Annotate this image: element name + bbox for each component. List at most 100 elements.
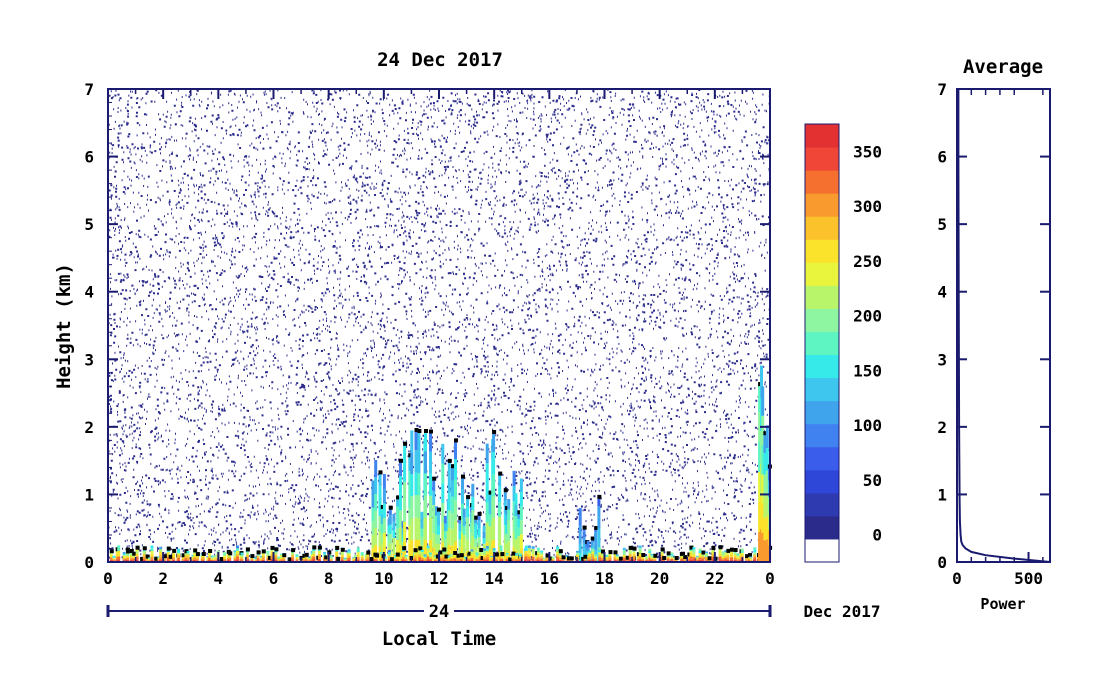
feature-cell xyxy=(396,495,400,507)
feature-cell xyxy=(447,476,451,494)
feature-cell xyxy=(132,558,136,561)
feature-edge-marker xyxy=(581,556,586,561)
feature-cell xyxy=(761,415,765,445)
feature-cell xyxy=(117,559,121,562)
feature-edge-marker xyxy=(590,536,595,541)
feature-cell xyxy=(597,539,601,551)
feature-cell xyxy=(505,543,509,553)
y-tick-label: 0 xyxy=(84,553,94,572)
feature-cell xyxy=(374,511,378,528)
feature-cell xyxy=(364,557,368,560)
feature-edge-marker xyxy=(480,556,485,560)
feature-cell xyxy=(576,550,579,553)
feature-cell xyxy=(536,554,540,558)
feature-edge-marker xyxy=(456,553,461,558)
feature-cell xyxy=(531,556,535,560)
feature-cell xyxy=(233,550,237,553)
feature-cell xyxy=(277,556,281,558)
feature-cell xyxy=(142,559,146,562)
colorbar-swatch xyxy=(805,446,839,471)
feature-cell xyxy=(594,556,597,559)
feature-cell xyxy=(163,558,167,560)
feature-cell xyxy=(420,520,424,529)
feature-cell xyxy=(519,492,523,507)
feature-edge-marker xyxy=(317,545,322,550)
feature-cell xyxy=(726,557,730,560)
feature-cell xyxy=(157,558,161,560)
feature-cell xyxy=(380,514,384,524)
feature-cell xyxy=(471,509,475,523)
feature-cell xyxy=(240,552,244,555)
feature-edge-marker xyxy=(674,556,679,560)
feature-cell xyxy=(578,525,582,535)
feature-cell xyxy=(608,558,612,560)
feature-cell xyxy=(749,558,753,560)
feature-cell xyxy=(594,550,598,556)
feature-cell xyxy=(399,493,402,511)
feature-cell xyxy=(213,555,217,557)
feature-cell xyxy=(542,558,546,560)
feature-cell xyxy=(459,559,463,561)
feature-cell xyxy=(485,548,489,552)
feature-cell xyxy=(666,556,670,559)
feature-cell xyxy=(549,560,552,562)
feature-cell xyxy=(157,559,161,561)
feature-cell xyxy=(711,548,715,552)
feature-cell xyxy=(177,548,181,551)
feature-cell xyxy=(393,557,397,559)
feature-cell xyxy=(524,553,528,557)
feature-cell xyxy=(517,527,521,537)
y-axis-ticks: 0 1 2 3 4 5 6 7 xyxy=(84,80,770,572)
feature-edge-marker xyxy=(417,429,422,433)
feature-cell xyxy=(498,516,502,532)
feature-cell xyxy=(159,546,163,550)
feature-cell xyxy=(426,548,430,551)
feature-cell xyxy=(163,559,167,561)
feature-cell xyxy=(475,552,479,555)
feature-cell xyxy=(615,554,619,556)
feature-cell xyxy=(335,548,339,552)
feature-edge-marker xyxy=(454,438,458,443)
feature-cell xyxy=(540,556,544,559)
feature-cell xyxy=(531,548,535,552)
feature-cell xyxy=(578,534,582,544)
feature-cell xyxy=(482,550,486,553)
feature-cell xyxy=(426,553,430,557)
feature-cell xyxy=(698,553,702,556)
feature-cell xyxy=(477,536,481,546)
feature-cell xyxy=(490,556,494,557)
feature-cell xyxy=(482,537,486,544)
colorbar-swatch xyxy=(805,262,839,286)
feature-edge-marker xyxy=(505,506,510,510)
feature-cell xyxy=(393,555,397,557)
feature-cell xyxy=(726,553,730,556)
y-tick-label: 5 xyxy=(84,215,94,234)
feature-cell xyxy=(371,521,375,535)
colorbar-labels: 0 50 100 150 200 250 300 350 xyxy=(853,142,882,544)
feature-cell xyxy=(456,559,460,561)
feature-cell xyxy=(402,551,406,555)
feature-cell xyxy=(150,559,154,562)
feature-cell xyxy=(428,554,432,556)
feature-cell xyxy=(410,540,414,562)
feature-cell xyxy=(765,425,769,449)
feature-cell xyxy=(148,559,152,561)
feature-cell xyxy=(576,552,579,555)
feature-cell xyxy=(347,557,351,560)
feature-cell xyxy=(749,560,753,562)
feature-cell xyxy=(210,556,214,558)
feature-cell xyxy=(177,557,181,560)
feature-cell xyxy=(503,488,507,501)
feature-cell xyxy=(213,559,217,561)
feature-cell xyxy=(364,553,368,556)
feature-cell xyxy=(632,551,636,555)
feature-cell xyxy=(442,552,446,555)
feature-cell xyxy=(135,551,139,554)
feature-cell xyxy=(749,556,753,558)
feature-cell xyxy=(517,544,521,554)
feature-cell xyxy=(210,558,214,560)
feature-edge-marker xyxy=(558,549,563,554)
feature-cell xyxy=(402,556,406,560)
colorbar-swatch xyxy=(805,492,839,517)
feature-cell xyxy=(492,474,496,496)
